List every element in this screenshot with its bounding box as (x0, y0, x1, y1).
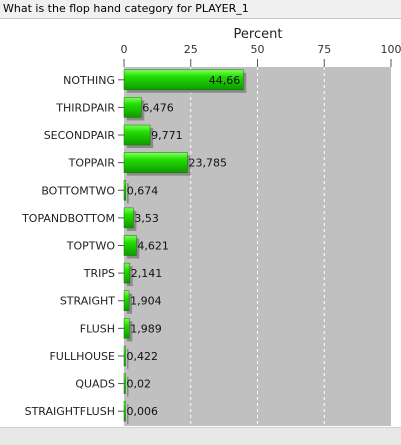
category-label: QUADS (75, 378, 115, 391)
category-label: STRAIGHT (60, 295, 115, 308)
bar (123, 262, 130, 284)
category-label: BOTTOMTWO (41, 184, 115, 197)
x-axis-title: Percent (234, 27, 283, 42)
bar-chart: Percent 0 25 50 75 100 NOTHING THIRDPAIR SECON… (21, 27, 401, 426)
category-label: FULLHOUSE (49, 350, 115, 363)
status-bar (0, 427, 401, 445)
bar (123, 290, 130, 311)
x-tick-label: 25 (184, 43, 198, 56)
plot-area (124, 67, 391, 426)
value-label: 0,006 (127, 405, 159, 418)
bar-shadow (127, 321, 133, 342)
category-label: THIRDPAIR (55, 101, 115, 114)
value-label: 23,785 (189, 157, 228, 170)
bar-shadow (127, 404, 129, 425)
bar-shadow (127, 293, 133, 314)
category-label: TOPANDBOTTOM (21, 212, 115, 225)
bar (123, 152, 188, 173)
category-label: STRAIGHTFLUSH (25, 405, 115, 418)
x-tick-label: 100 (381, 43, 401, 56)
window-title: What is the flop hand category for PLAYE… (3, 2, 249, 15)
chart-panel: Percent 0 25 50 75 100 NOTHING THIRDPAIR SECON… (0, 18, 401, 427)
x-tick-label: 75 (317, 43, 331, 56)
bar (123, 373, 126, 394)
value-label: 1,989 (130, 322, 162, 335)
bar (123, 97, 142, 118)
category-label: SECONDPAIR (44, 129, 116, 142)
x-tick-label: 50 (251, 43, 265, 56)
value-label: 1,904 (130, 295, 162, 308)
bar-shadow (127, 348, 129, 369)
bar (123, 345, 126, 367)
value-label: 2,141 (131, 267, 163, 280)
bar-shadow (127, 183, 129, 204)
value-label: 4,621 (137, 240, 169, 253)
category-label: TOPPAIR (68, 157, 116, 170)
category-label: TRIPS (83, 267, 115, 280)
value-label: 3,53 (134, 212, 159, 225)
bar-shadow (127, 376, 129, 397)
value-label: 6,476 (142, 101, 174, 114)
value-label: 0,674 (127, 184, 159, 197)
bar (123, 180, 127, 201)
value-label: 9,771 (151, 129, 183, 142)
category-label: NOTHING (63, 74, 115, 87)
bar (123, 124, 151, 146)
category-label: FLUSH (80, 322, 115, 335)
value-label: 0,02 (127, 378, 152, 391)
bar (123, 207, 134, 229)
bar (123, 235, 137, 256)
x-tick-label: 0 (121, 43, 128, 56)
bar (123, 318, 130, 339)
bar (123, 400, 126, 422)
value-label: 44,66 (209, 74, 241, 87)
value-label: 0,422 (127, 350, 159, 363)
category-label: TOPTWO (66, 240, 116, 253)
